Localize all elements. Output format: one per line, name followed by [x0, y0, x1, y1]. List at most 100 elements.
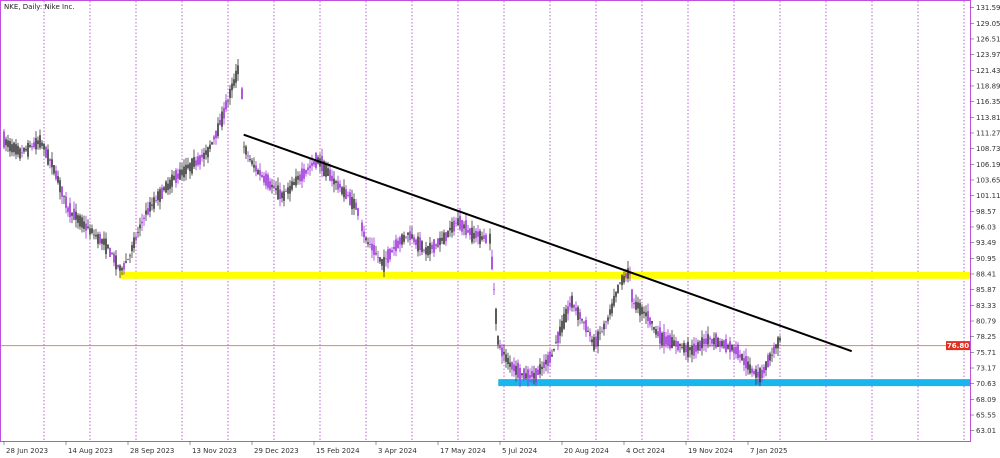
title-name: Nike Inc.: [45, 3, 75, 11]
candle-body: [279, 189, 281, 200]
candle-body: [177, 173, 179, 179]
candle-body: [393, 246, 395, 250]
candle-body: [33, 142, 35, 148]
candle-body: [275, 188, 277, 191]
candle-body: [555, 341, 557, 343]
candle-body: [213, 136, 215, 140]
y-tick-label: 75.71: [976, 349, 996, 357]
candle-body: [27, 142, 29, 157]
candle-body: [223, 107, 225, 119]
candle-body: [231, 83, 233, 91]
candle-body: [369, 244, 371, 246]
x-tick-label: 14 Aug 2023: [68, 447, 113, 455]
title-symbol: NKE: [4, 3, 18, 11]
x-tick-label: 15 Feb 2024: [316, 447, 360, 455]
candle-body: [219, 119, 221, 126]
candle-body: [401, 234, 403, 245]
candle-body: [155, 200, 157, 201]
candle-body: [235, 70, 237, 83]
candle-body: [559, 326, 561, 336]
x-tick-label: 19 Nov 2024: [688, 447, 733, 455]
candle-body: [589, 331, 591, 337]
x-tick-label: 28 Jun 2023: [6, 447, 48, 455]
y-tick-label: 101.11: [976, 192, 1000, 200]
candle-body: [367, 242, 369, 245]
candle-body: [173, 175, 175, 180]
candle-body: [691, 345, 693, 355]
candle-body: [633, 302, 635, 305]
candle-body: [383, 257, 385, 272]
y-tick-label: 70.63: [976, 380, 996, 388]
candle-body: [117, 264, 119, 268]
candle-body: [701, 337, 703, 349]
candle-body: [687, 341, 689, 358]
candle-body: [459, 215, 461, 230]
candle-body: [167, 183, 169, 191]
candle-body: [23, 147, 25, 152]
candle-body: [7, 140, 9, 148]
candle-body: [431, 244, 433, 250]
candle-body: [293, 181, 295, 186]
candle-body: [731, 345, 733, 351]
candle-body: [639, 303, 641, 316]
candle-body: [577, 307, 579, 321]
candle-body: [265, 173, 267, 186]
candle-body: [667, 335, 669, 346]
x-tick-label: 20 Aug 2024: [564, 447, 609, 455]
candle-body: [175, 169, 177, 183]
candle-body: [569, 302, 571, 307]
candle-body: [717, 337, 719, 347]
candle-body: [671, 337, 673, 349]
candle-body: [641, 307, 643, 315]
candle-body: [707, 334, 709, 345]
candle-body: [261, 174, 263, 178]
candle-body: [567, 306, 569, 314]
candle-body: [655, 329, 657, 335]
candle-body: [403, 235, 405, 242]
candle-body: [741, 353, 743, 361]
candle-body: [427, 245, 429, 256]
candle-body: [43, 143, 45, 150]
support-zone-lower[interactable]: [498, 379, 970, 387]
candle-body: [271, 184, 273, 188]
candle-body: [607, 317, 609, 322]
descending-trendline[interactable]: [243, 133, 853, 353]
candle-body: [303, 168, 305, 179]
candle-body: [335, 181, 337, 183]
candle-body: [207, 147, 209, 158]
candle-body: [305, 170, 307, 174]
candle-body: [115, 255, 117, 270]
y-tick-label: 65.55: [976, 412, 996, 420]
candle-body: [245, 146, 247, 155]
candle-body: [225, 100, 227, 110]
candle-body: [19, 148, 21, 159]
candle-body: [497, 336, 499, 345]
candle-body: [75, 211, 77, 220]
candle-body: [89, 228, 91, 235]
candle-body: [757, 371, 759, 378]
candle-body: [773, 346, 775, 354]
candle-body: [739, 354, 741, 358]
candle-body: [451, 221, 453, 233]
candle-body: [291, 181, 293, 190]
candle-body: [705, 338, 707, 345]
candle-body: [289, 185, 291, 194]
candle-body: [727, 344, 729, 349]
candle-body: [391, 250, 393, 253]
candle-body: [127, 258, 129, 261]
candle-body: [171, 174, 173, 187]
candle-body: [39, 135, 41, 148]
candle-body: [651, 321, 653, 324]
support-zone-upper[interactable]: [120, 271, 970, 279]
candle-body: [61, 186, 63, 197]
candle-body: [3, 131, 5, 148]
candle-body: [343, 187, 345, 198]
candle-body: [519, 367, 521, 380]
y-tick-label: 85.87: [976, 286, 996, 294]
candle-body: [87, 226, 89, 228]
candle-body: [637, 302, 639, 309]
candle-body: [767, 355, 769, 368]
candle-body: [595, 336, 597, 347]
